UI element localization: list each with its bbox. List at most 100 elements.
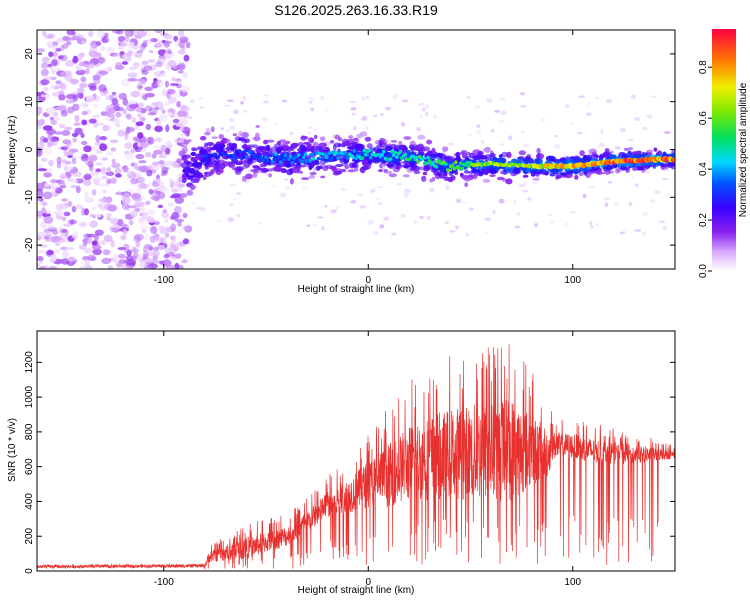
ridge-point (354, 156, 358, 161)
scatter-cell (476, 124, 481, 128)
signal-cell (598, 154, 605, 159)
scatter-cell (630, 176, 637, 180)
noise-cell (164, 80, 170, 88)
noise-cell (144, 233, 151, 241)
signal-cell (319, 136, 326, 142)
noise-cell (110, 147, 117, 152)
scatter-cell (520, 105, 527, 108)
scatter-cell (464, 201, 468, 204)
noise-cell (61, 216, 67, 222)
noise-cell (91, 244, 102, 250)
scatter-cell (510, 155, 516, 159)
signal-cell (204, 131, 211, 136)
noise-cell (155, 42, 161, 47)
noise-cell (57, 55, 64, 60)
signal-cell (232, 133, 238, 137)
signal-cell (454, 170, 459, 176)
ridge-point (367, 148, 371, 153)
scatter-cell (369, 190, 374, 194)
scatter-cell (500, 110, 507, 116)
noise-cell (166, 91, 172, 99)
noise-cell (62, 36, 71, 41)
noise-cell (48, 183, 58, 192)
noise-cell (178, 150, 185, 157)
signal-cell (252, 165, 260, 169)
scatter-cell (403, 193, 408, 198)
noise-cell (98, 70, 109, 75)
signal-cell (181, 177, 187, 184)
signal-cell (260, 168, 267, 172)
ridge-point (457, 166, 461, 171)
scatter-cell (627, 138, 634, 141)
noise-cell (101, 175, 108, 180)
scatter-cell (650, 199, 655, 203)
ridge-point (421, 156, 425, 161)
noise-cell (110, 177, 117, 184)
signal-cell (329, 140, 335, 144)
noise-cell (127, 171, 132, 176)
noise-cell (112, 30, 122, 34)
noise-cell (50, 83, 56, 90)
noise-cell (175, 122, 184, 127)
noise-cell (113, 118, 120, 125)
scatter-cell (352, 126, 357, 131)
signal-cell (542, 169, 547, 173)
noise-cell (65, 99, 76, 104)
x-tick-label: 0 (365, 577, 371, 588)
scatter-cell (614, 146, 621, 150)
signal-cell (337, 143, 342, 148)
noise-cell (65, 161, 72, 165)
scatter-cell (395, 93, 399, 98)
noise-cell (72, 171, 82, 177)
noise-cell (181, 37, 188, 44)
noise-cell (93, 178, 100, 186)
noise-cell (38, 141, 45, 149)
signal-cell (206, 142, 215, 146)
noise-cell (99, 136, 108, 141)
noise-cell (126, 265, 132, 269)
noise-cell (85, 62, 95, 69)
noise-cell (180, 133, 187, 137)
noise-cell (52, 235, 63, 241)
signal-cell (348, 162, 356, 169)
ridge-point (460, 166, 465, 171)
scatter-cell (619, 232, 626, 235)
scatter-cell (372, 230, 380, 236)
noise-cell (62, 159, 67, 164)
signal-cell (205, 171, 211, 177)
noise-cell (183, 54, 190, 62)
scatter-cell (522, 143, 530, 148)
ridge-point (391, 153, 396, 158)
signal-cell (226, 161, 232, 165)
noise-cell (121, 61, 128, 65)
noise-cell (95, 122, 105, 126)
signal-cell (204, 142, 208, 148)
signal-cell (244, 146, 252, 150)
noise-cell (182, 72, 189, 79)
noise-cell (155, 178, 160, 185)
noise-cell (158, 186, 167, 192)
signal-cell (649, 161, 655, 168)
scatter-cell (449, 230, 456, 233)
signal-cell (574, 175, 579, 180)
signal-cell (489, 169, 496, 174)
noise-cell (67, 165, 74, 170)
colorbar-label: Normalized spectral amplitude (738, 82, 749, 217)
ridge-point (301, 155, 306, 160)
scatter-cell (377, 186, 384, 189)
signal-cell (477, 150, 484, 156)
noise-cell (121, 196, 131, 205)
y-tick-label: 600 (24, 458, 35, 475)
noise-cell (131, 246, 137, 253)
noise-cell (40, 79, 50, 86)
signal-cell (267, 168, 274, 172)
noise-cell (154, 259, 160, 264)
signal-cell (211, 136, 219, 139)
signal-cell (376, 144, 383, 149)
noise-cell (61, 130, 71, 136)
noise-cell (50, 58, 60, 67)
noise-cell (50, 254, 57, 262)
ridge-point (203, 154, 208, 158)
noise-cell (177, 110, 186, 117)
